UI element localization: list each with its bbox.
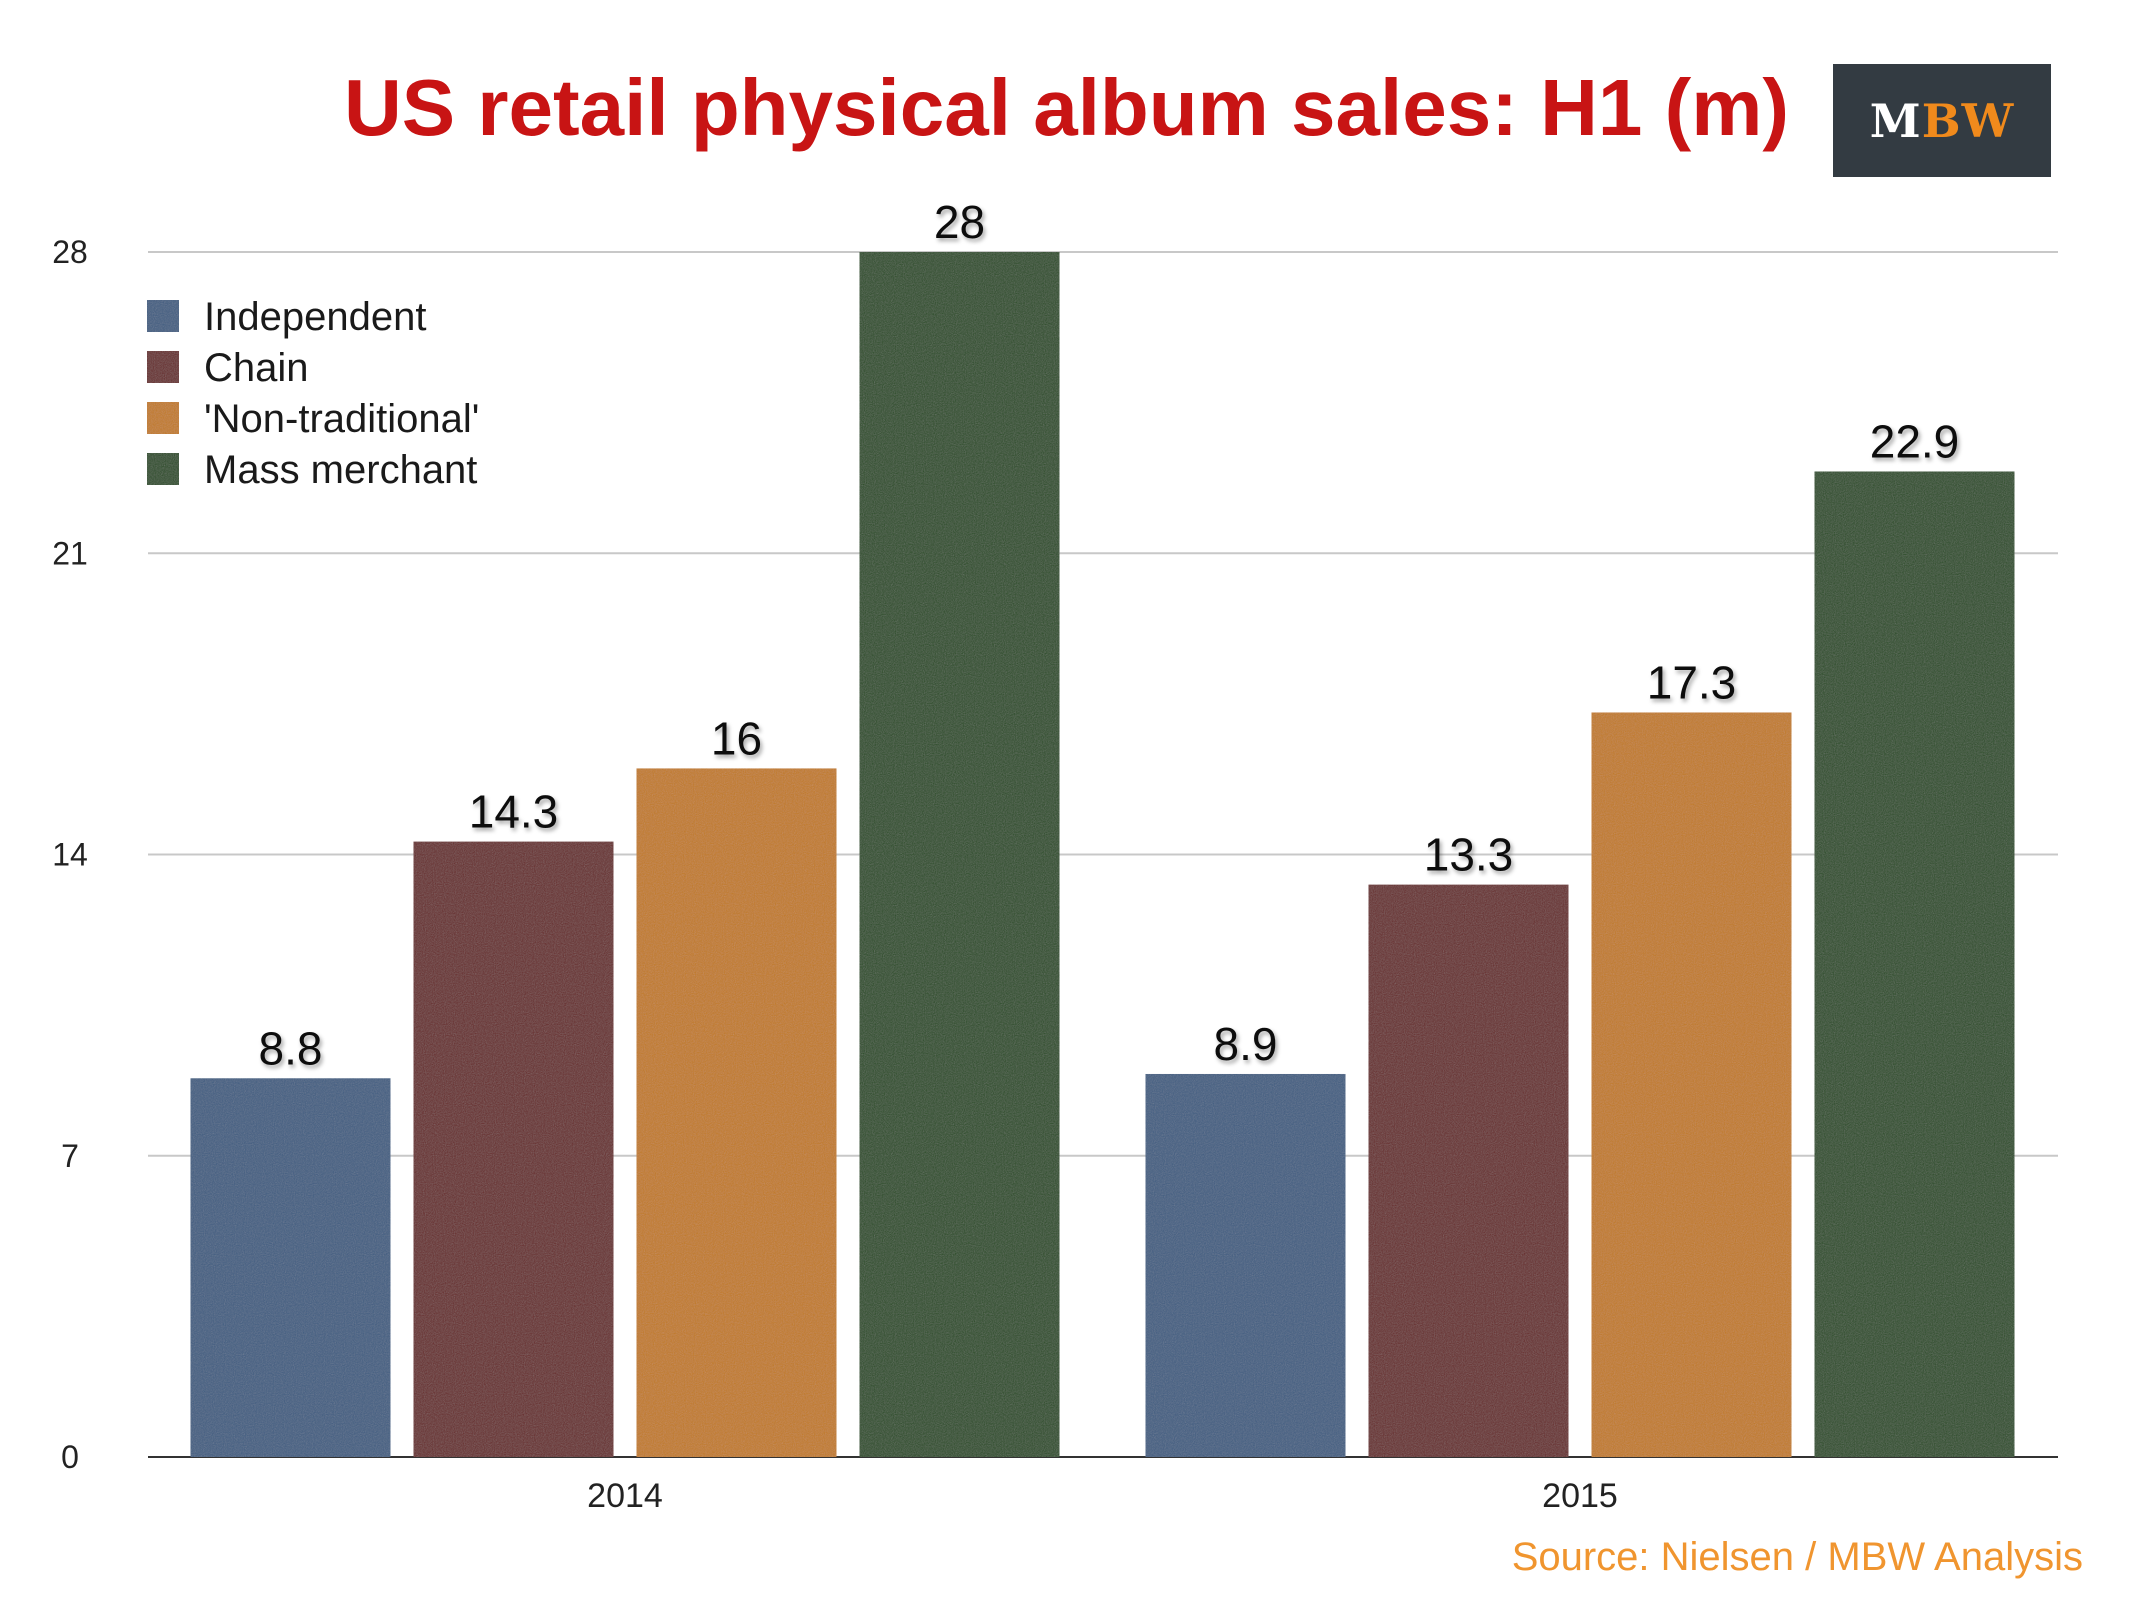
y-tick-label: 21 — [52, 535, 88, 571]
data-label: 13.3 — [1424, 829, 1514, 881]
bar-chain-2015 — [1368, 884, 1569, 1457]
legend-label: 'Non-traditional' — [204, 397, 479, 441]
legend-swatch — [147, 351, 179, 383]
data-label: 28 — [934, 196, 985, 248]
bars — [190, 252, 2015, 1457]
logo-letter-m: M — [1869, 93, 1922, 148]
data-label: 22.9 — [1870, 415, 1960, 467]
legend-label: Chain — [204, 346, 309, 390]
data-label: 16 — [711, 712, 762, 764]
data-labels: 8.8 14.3 16 28 8.9 13.3 17.3 22.9 — [259, 196, 1960, 1074]
bar-non-traditional-2014 — [636, 768, 837, 1457]
legend-swatch — [147, 453, 179, 485]
legend-label: Independent — [204, 295, 426, 339]
legend-swatch — [147, 300, 179, 332]
y-tick-label: 14 — [52, 837, 88, 873]
data-label: 17.3 — [1647, 656, 1737, 708]
data-label: 8.8 — [259, 1022, 323, 1074]
bar-independent-2014 — [190, 1078, 391, 1457]
bar-chain-2014 — [413, 841, 614, 1457]
data-label: 8.9 — [1214, 1018, 1278, 1070]
y-tick-label: 0 — [61, 1439, 79, 1475]
bar-independent-2015 — [1145, 1073, 1346, 1457]
y-tick-label: 7 — [61, 1138, 79, 1174]
mbw-logo: M BW — [1833, 64, 2051, 177]
y-axis-ticks: 0 7 14 21 28 — [52, 234, 88, 1475]
bar-non-traditional-2015 — [1591, 712, 1792, 1457]
x-category-label: 2015 — [1542, 1477, 1618, 1515]
data-label: 14.3 — [469, 786, 559, 838]
logo-letters-bw: BW — [1921, 93, 2015, 148]
bar-mass-merchant-2015 — [1814, 471, 2015, 1457]
bar-mass-merchant-2014 — [859, 252, 1060, 1457]
y-tick-label: 28 — [52, 234, 88, 270]
x-category-label: 2014 — [587, 1477, 663, 1515]
x-axis-categories: 2014 2015 — [587, 1477, 1618, 1515]
legend-label: Mass merchant — [204, 448, 477, 492]
chart-title: US retail physical album sales: H1 (m) — [344, 63, 1789, 152]
legend-swatch — [147, 402, 179, 434]
source-note: Source: Nielsen / MBW Analysis — [1511, 1535, 2083, 1579]
legend: Independent Chain 'Non-traditional' Mass me… — [147, 295, 479, 492]
